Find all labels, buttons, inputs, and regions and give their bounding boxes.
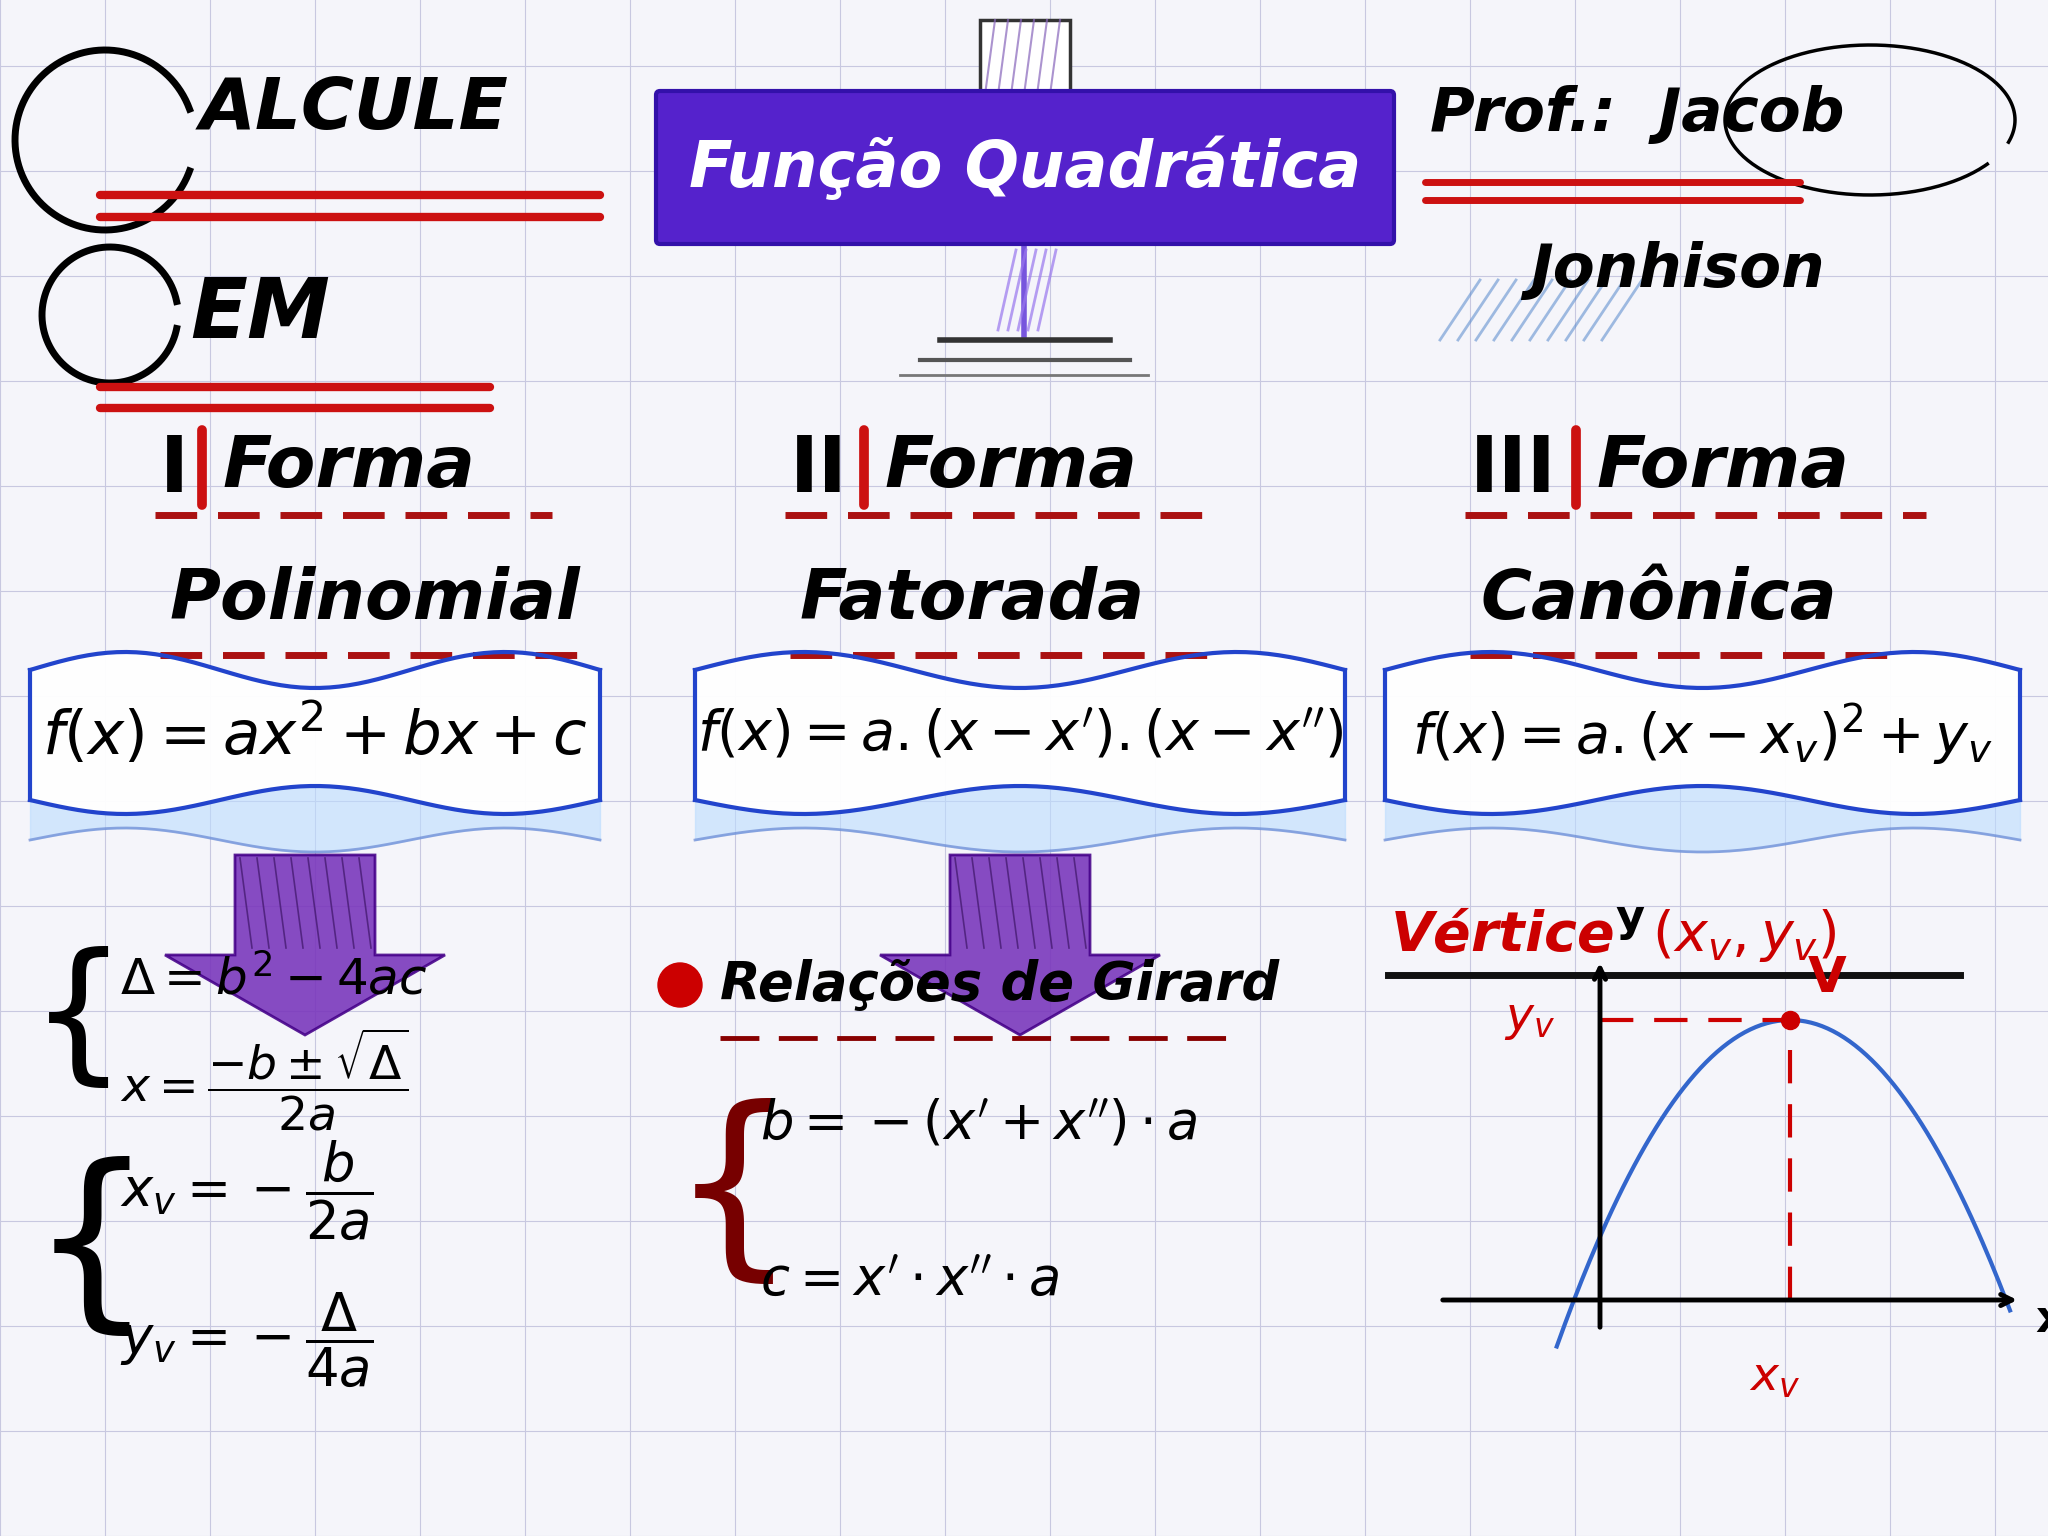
Text: $y_v=-\dfrac{\Delta}{4a}$: $y_v=-\dfrac{\Delta}{4a}$ — [121, 1290, 373, 1390]
Text: $c=x'\cdot x''\cdot a$: $c=x'\cdot x''\cdot a$ — [760, 1253, 1059, 1306]
Text: $x_v=-\dfrac{b}{2a}$: $x_v=-\dfrac{b}{2a}$ — [121, 1138, 373, 1241]
Text: Relações de Girard: Relações de Girard — [721, 958, 1280, 1011]
Text: $x=\dfrac{-b\pm\sqrt{\Delta}}{2a}$: $x=\dfrac{-b\pm\sqrt{\Delta}}{2a}$ — [121, 1026, 410, 1134]
Text: Jonhison: Jonhison — [1530, 241, 1825, 300]
Circle shape — [657, 963, 702, 1008]
Text: Forma: Forma — [1595, 433, 1849, 501]
Text: Prof.:  Jacob: Prof.: Jacob — [1430, 86, 1845, 144]
Text: V: V — [1808, 954, 1847, 1001]
Text: {: { — [670, 1098, 799, 1292]
Text: $\Delta=b^2-4ac$: $\Delta=b^2-4ac$ — [121, 955, 428, 1005]
Text: II: II — [791, 432, 848, 508]
Text: Forma: Forma — [885, 433, 1137, 501]
Text: {: { — [31, 946, 127, 1095]
Text: Forma: Forma — [221, 433, 475, 501]
Text: III: III — [1470, 432, 1556, 508]
Text: $f(x)=a.(x-x').(x-x'')$: $f(x)=a.(x-x').(x-x'')$ — [696, 708, 1343, 762]
Text: EM: EM — [190, 275, 330, 355]
Text: $b=-(x'+x'')\cdot a$: $b=-(x'+x'')\cdot a$ — [760, 1098, 1198, 1150]
Text: Fatorada: Fatorada — [801, 567, 1145, 633]
Text: x: x — [2036, 1298, 2048, 1341]
Text: Vértice  $(x_v, y_v)$: Vértice $(x_v, y_v)$ — [1391, 906, 1837, 965]
FancyBboxPatch shape — [981, 20, 1069, 95]
Polygon shape — [166, 856, 444, 1035]
Text: y: y — [1616, 897, 1645, 940]
Text: $x_v$: $x_v$ — [1749, 1355, 1800, 1399]
Polygon shape — [881, 856, 1159, 1035]
Text: $y_v$: $y_v$ — [1503, 997, 1554, 1043]
Text: Canônica: Canônica — [1481, 567, 1837, 633]
Text: $f(x)=a.(x-x_v)^2+y_v$: $f(x)=a.(x-x_v)^2+y_v$ — [1411, 702, 1993, 768]
FancyBboxPatch shape — [655, 91, 1395, 244]
Text: I: I — [160, 432, 188, 508]
Text: Polinomial: Polinomial — [170, 567, 582, 633]
Text: {: { — [31, 1157, 154, 1344]
Text: ALCULE: ALCULE — [201, 75, 508, 144]
Text: $f(x)=ax^2+bx+c$: $f(x)=ax^2+bx+c$ — [43, 702, 588, 768]
Text: Função Quadrática: Função Quadrática — [688, 135, 1362, 200]
